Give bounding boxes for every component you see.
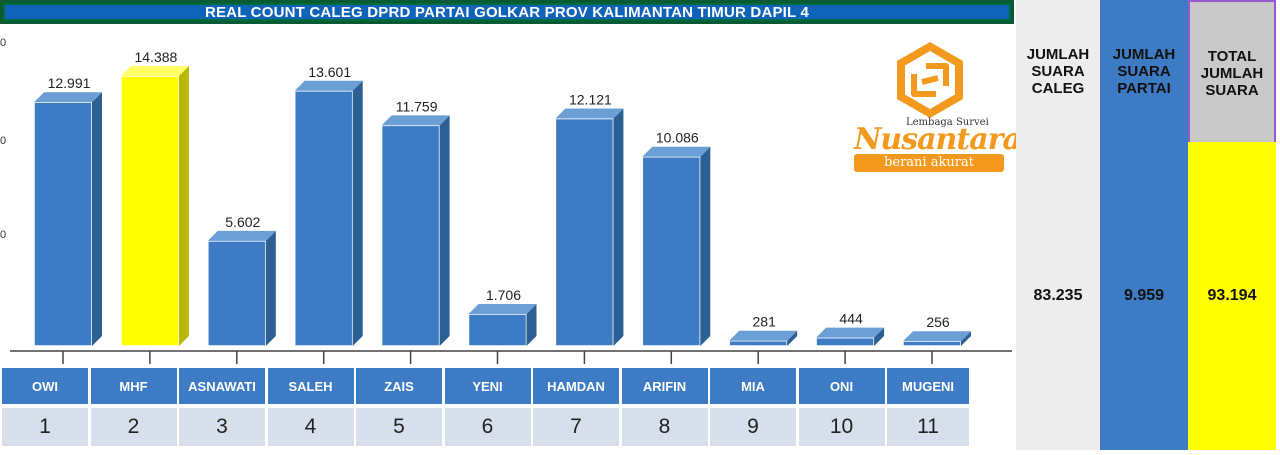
bar-side-arifin (700, 146, 711, 346)
category-number: 9 (710, 408, 796, 446)
summary-panel: JUMLAH SUARA CALEG 83.235 JUMLAH SUARA PARTA… (1016, 0, 1280, 450)
bar-top-saleh (294, 80, 363, 91)
category-label-mugeni: MUGENI (887, 368, 969, 404)
bar-top-mia (729, 330, 798, 341)
bar-yeni (467, 313, 528, 347)
value-label: 12.991 (48, 75, 91, 91)
bar-saleh (293, 90, 354, 347)
category-label-asnawati: ASNAWATI (179, 368, 265, 404)
logo-tagline: berani akurat (854, 154, 1004, 172)
bar-top-mhf (120, 66, 189, 76)
bar-owi (33, 101, 93, 347)
bars (33, 66, 971, 347)
bar-top-zais (381, 115, 450, 126)
bar-side-hamdan (613, 108, 624, 346)
value-label: 281 (753, 314, 777, 330)
y-axis-ticks: 0 0 0 (0, 37, 6, 241)
category-number: 8 (621, 408, 708, 446)
category-number: 10 (798, 408, 885, 446)
value-label: 14.388 (134, 49, 177, 65)
x-axis-ticks (62, 351, 933, 364)
category-number: 4 (267, 408, 354, 446)
value-label: 1.706 (486, 287, 521, 303)
category-number: 7 (533, 408, 619, 446)
bar-top-arifin (642, 146, 711, 157)
summary-caleg-value: 83.235 (1016, 142, 1100, 450)
bar-oni (815, 336, 875, 347)
bar-top-oni (816, 327, 885, 338)
bar-top-yeni (468, 303, 537, 314)
category-number: 2 (90, 408, 177, 446)
category-label-arifin: ARIFIN (621, 368, 708, 404)
summary-partai: JUMLAH SUARA PARTAI 9.959 (1100, 0, 1188, 450)
bar-top-owi (34, 92, 102, 103)
value-label: 12.121 (569, 92, 612, 108)
bar-side-oni (874, 327, 885, 346)
bar-mia (728, 339, 788, 347)
category-number: 6 (444, 408, 531, 446)
y-tick-label: 0 (0, 135, 6, 147)
value-label: 444 (839, 311, 863, 327)
bar-zais (380, 124, 441, 347)
bar-top-hamdan (555, 108, 624, 119)
category-label-yeni: YENI (444, 368, 531, 404)
logo-emblem-icon (897, 42, 963, 118)
summary-caleg: JUMLAH SUARA CALEG 83.235 (1016, 0, 1100, 450)
value-label: 5.602 (225, 214, 260, 230)
bar-side-owi (92, 92, 102, 346)
value-label: 13.601 (308, 64, 351, 80)
summary-caleg-header: JUMLAH SUARA CALEG (1016, 0, 1100, 142)
bar-side-zais (439, 115, 450, 346)
summary-partai-value: 9.959 (1100, 142, 1188, 450)
bar-side-yeni (526, 303, 537, 346)
bar-asnawati (207, 240, 267, 347)
bar-side-saleh (352, 80, 363, 346)
summary-total-value: 93.194 (1188, 142, 1276, 450)
category-label-mhf: MHF (90, 368, 177, 404)
category-label-hamdan: HAMDAN (533, 368, 619, 404)
bar-side-mhf (178, 66, 189, 346)
value-label: 11.759 (396, 98, 438, 114)
lembaga-survei-logo: Lembaga Survei Nusantara berani akurat (852, 40, 1022, 180)
chart-title-bar: REAL COUNT CALEG DPRD PARTAI GOLKAR PROV… (0, 0, 1014, 24)
value-labels: 12.991 14.388 5.602 13.601 11.759 1.706 12.121… (48, 49, 950, 330)
bar-chart: 000 12.99114.3885.60213.60111.7591.70612… (0, 37, 1012, 364)
category-label-owi: OWI (2, 368, 88, 404)
category-label-mia: MIA (710, 368, 796, 404)
category-label-oni: ONI (798, 368, 885, 404)
bar-top-asnawati (207, 230, 276, 241)
bar-hamdan (554, 117, 615, 347)
summary-total: TOTAL JUMLAH SUARA 93.194 (1188, 0, 1276, 450)
value-label: 256 (926, 314, 950, 330)
bar-mhf (120, 75, 180, 347)
summary-partai-header: JUMLAH SUARA PARTAI (1100, 0, 1188, 142)
value-label: 10.086 (656, 130, 699, 146)
y-tick-label: 0 (0, 37, 6, 49)
chart-title: REAL COUNT CALEG DPRD PARTAI GOLKAR PROV… (5, 5, 1009, 21)
summary-total-header: TOTAL JUMLAH SUARA (1188, 0, 1276, 146)
bar-side-asnawati (265, 230, 276, 346)
category-label-saleh: SALEH (267, 368, 354, 404)
bar-side-mia (787, 330, 798, 346)
bar-top-mugeni (903, 331, 971, 342)
bar-side-mugeni (961, 331, 971, 346)
logo-line1: Lembaga Survei (906, 117, 989, 128)
logo-brand: Nusantara (854, 122, 1022, 157)
category-number: 5 (356, 408, 442, 446)
category-number: 1 (2, 408, 88, 446)
category-number: 3 (179, 408, 265, 446)
category-number: 11 (887, 408, 969, 446)
bar-mugeni (902, 340, 962, 347)
category-label-zais: ZAIS (356, 368, 442, 404)
y-tick-label: 0 (0, 229, 6, 241)
bar-arifin (641, 155, 702, 347)
